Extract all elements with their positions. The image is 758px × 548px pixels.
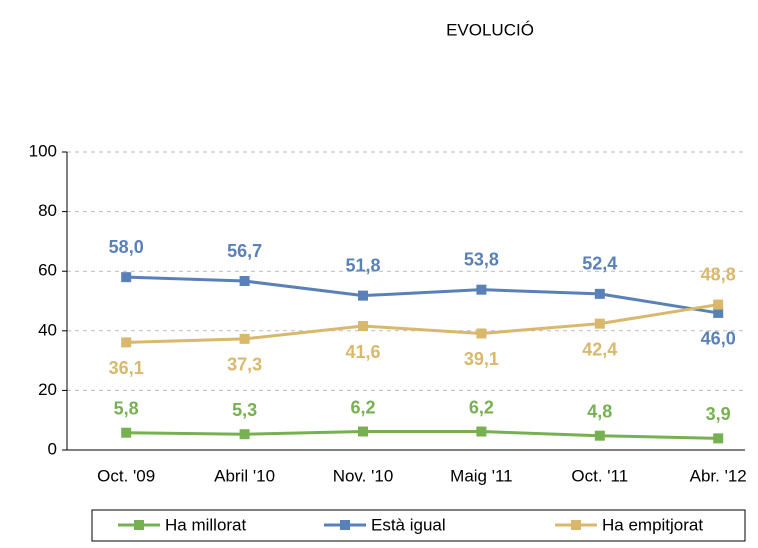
series-line: [126, 430, 719, 440]
value-label: 46,0: [701, 329, 736, 349]
value-label: 53,8: [464, 249, 499, 269]
y-tick-label: 100: [29, 141, 57, 160]
point-marker: [476, 328, 487, 339]
point-marker: [594, 430, 605, 441]
y-tick-label: 0: [48, 439, 57, 458]
y-tick-label: 60: [38, 261, 57, 280]
point-marker: [713, 299, 724, 310]
point-marker: [121, 337, 132, 348]
legend-marker: [571, 520, 581, 530]
value-label: 56,7: [227, 241, 262, 261]
legend-marker: [340, 520, 350, 530]
point-marker: [239, 333, 250, 344]
point-marker: [594, 318, 605, 329]
value-label: 41,6: [345, 342, 380, 362]
x-tick-label: Maig '11: [450, 466, 512, 485]
y-tick-label: 80: [38, 201, 57, 220]
value-label: 58,0: [109, 237, 144, 257]
point-marker: [713, 433, 724, 444]
value-label: 4,8: [587, 401, 612, 421]
point-marker: [476, 426, 487, 437]
point-marker: [476, 284, 487, 295]
value-label: 42,4: [582, 339, 617, 359]
value-label: 52,4: [582, 254, 617, 274]
point-marker: [358, 426, 368, 437]
series-line: [126, 303, 719, 344]
value-label: 36,1: [109, 358, 144, 378]
point-marker: [239, 429, 250, 440]
x-tick-label: Nov. '10: [333, 466, 394, 485]
legend-label: Ha millorat: [165, 515, 247, 534]
value-label: 37,3: [227, 355, 262, 375]
value-label: 39,1: [464, 349, 499, 369]
point-marker: [121, 272, 132, 283]
x-tick-label: Abril '10: [214, 466, 275, 485]
x-tick-label: Abr. '12: [690, 466, 747, 485]
y-tick-label: 40: [38, 320, 57, 339]
legend-box: [91, 509, 746, 542]
x-tick-label: Oct. '09: [97, 466, 155, 485]
legend-label: Està igual: [371, 515, 446, 534]
value-label: 51,8: [345, 255, 380, 275]
point-marker: [239, 276, 250, 287]
chart-title: EVOLUCIÓ: [446, 20, 534, 39]
value-label: 48,8: [701, 264, 736, 284]
point-marker: [358, 321, 368, 332]
series-line: [126, 275, 719, 315]
value-label: 6,2: [350, 397, 375, 417]
value-label: 3,9: [706, 404, 731, 424]
point-marker: [358, 290, 368, 301]
x-tick-label: Oct. '11: [571, 466, 628, 485]
legend-marker: [134, 520, 144, 530]
point-marker: [121, 427, 132, 438]
point-marker: [713, 307, 724, 318]
value-label: 5,8: [114, 398, 139, 418]
value-label: 5,3: [232, 400, 257, 420]
point-marker: [594, 288, 605, 299]
legend-label: Ha empitjorat: [602, 515, 703, 534]
y-tick-label: 20: [38, 380, 57, 399]
value-label: 6,2: [469, 397, 494, 417]
